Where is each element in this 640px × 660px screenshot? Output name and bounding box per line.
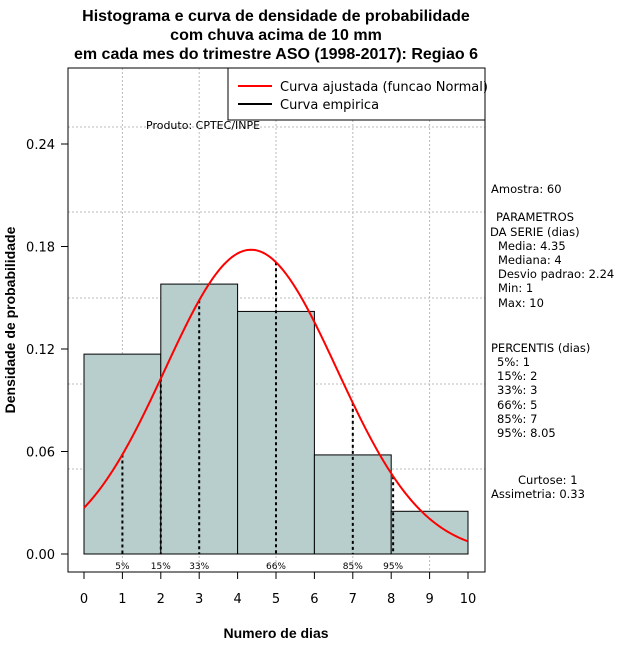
kurtosis: Curtose: 1: [518, 473, 578, 487]
x-tick-label-4: 4: [233, 592, 241, 607]
param-std: Desvio padrao: 2.24: [498, 267, 614, 281]
parameters-title-line-2: DA SERIE (dias): [490, 225, 580, 239]
y-axis: 0.00 0.06 0.12 0.18 0.24: [26, 138, 69, 563]
percentile-line-label-6: 95%: [383, 562, 403, 572]
normal-fit-curve: [83, 248, 469, 543]
x-tick-label-9: 9: [425, 592, 433, 607]
x-tick-label-6: 6: [310, 592, 318, 607]
param-max: Max: 10: [498, 296, 544, 310]
percentile-95: 95%: 8.05: [497, 426, 556, 440]
x-tick-label-0: 0: [80, 592, 88, 607]
x-tick-label-5: 5: [272, 592, 280, 607]
y-tick-label-0: 0.00: [26, 548, 55, 563]
y-tick-label-3: 0.18: [26, 241, 55, 256]
percentile-15: 15%: 2: [497, 369, 537, 383]
legend: Curva ajustada (funcao Normal) Curva emp…: [227, 67, 488, 121]
x-tick-label-8: 8: [387, 592, 395, 607]
param-median: Mediana: 4: [498, 253, 562, 267]
param-min: Min: 1: [498, 281, 533, 295]
percentile-33: 33%: 3: [497, 383, 537, 397]
x-tick-label-3: 3: [195, 592, 203, 607]
y-tick-label-2: 0.12: [26, 343, 55, 358]
skewness: Assimetria: 0.33: [491, 487, 585, 501]
percentiles-title: PERCENTIS (dias): [491, 341, 590, 355]
x-tick-label-1: 1: [118, 592, 126, 607]
legend-label-empirical: Curva empirica: [280, 98, 379, 113]
legend-label-normal: Curva ajustada (funcao Normal): [280, 80, 488, 95]
percentile-line-label-1: 5%: [115, 562, 130, 572]
x-tick-label-7: 7: [349, 592, 357, 607]
percentile-line-label-4: 66%: [266, 562, 286, 572]
y-tick-label-4: 0.24: [26, 138, 55, 153]
y-axis-label: Densidade de probabilidade: [2, 226, 18, 413]
x-tick-label-2: 2: [157, 592, 165, 607]
param-mean: Media: 4.35: [498, 239, 566, 253]
stats-panel: Amostra: 60 PARAMETROS DA SERIE (dias) M…: [490, 182, 614, 501]
y-tick-label-1: 0.06: [26, 446, 55, 461]
chart-title-line-2: com chuva acima de 10 mm: [170, 27, 382, 44]
percentile-line-label-3: 33%: [189, 562, 209, 572]
chart-title-line-1: Histograma e curva de densidade de proba…: [82, 8, 470, 25]
histogram-bar-2: [160, 283, 239, 555]
percentile-66: 66%: 5: [497, 398, 537, 412]
normal-curve-path: [83, 248, 469, 543]
x-axis-label: Numero de dias: [223, 625, 328, 641]
x-axis: 0 1 2 3 4 5 6 7 8 9 10: [80, 571, 477, 607]
legend-box: [227, 67, 486, 121]
percentile-line-label-5: 85%: [343, 562, 363, 572]
x-tick-label-10: 10: [460, 592, 477, 607]
percentile-lines: 5% 15% 33% 66% 85% 95%: [115, 262, 404, 572]
percentile-85: 85%: 7: [497, 412, 537, 426]
sample-size: Amostra: 60: [491, 182, 562, 196]
parameters-title-line-1: PARAMETROS: [496, 210, 574, 224]
percentile-line-label-2: 15%: [151, 562, 171, 572]
product-annotation: Produto: CPTEC/INPE: [146, 119, 260, 132]
chart-title-line-3: em cada mes do trimestre ASO (1998-2017)…: [74, 46, 478, 63]
percentile-5: 5%: 1: [497, 355, 530, 369]
